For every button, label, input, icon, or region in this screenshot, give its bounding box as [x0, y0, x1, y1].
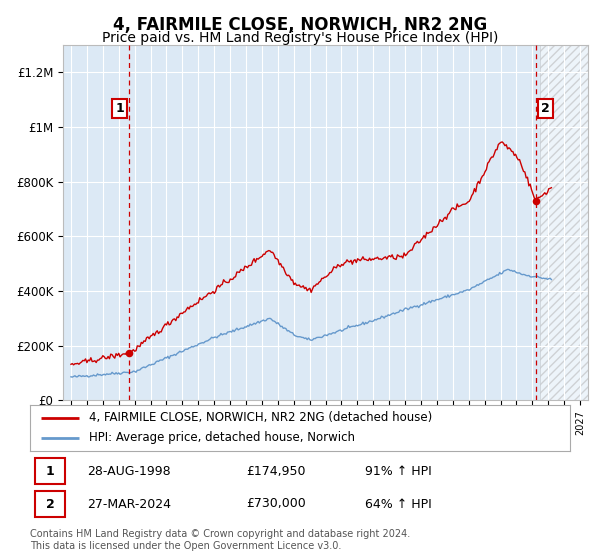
Text: £730,000: £730,000 — [246, 497, 306, 511]
Text: 2: 2 — [541, 102, 550, 115]
Text: 4, FAIRMILE CLOSE, NORWICH, NR2 2NG: 4, FAIRMILE CLOSE, NORWICH, NR2 2NG — [113, 16, 487, 34]
Point — [124, 348, 134, 357]
FancyBboxPatch shape — [35, 491, 65, 517]
Text: 1: 1 — [46, 465, 55, 478]
FancyBboxPatch shape — [35, 458, 65, 484]
Point — [531, 196, 541, 205]
Text: 28-AUG-1998: 28-AUG-1998 — [86, 465, 170, 478]
Text: 4, FAIRMILE CLOSE, NORWICH, NR2 2NG (detached house): 4, FAIRMILE CLOSE, NORWICH, NR2 2NG (det… — [89, 411, 433, 424]
Text: Price paid vs. HM Land Registry's House Price Index (HPI): Price paid vs. HM Land Registry's House … — [102, 31, 498, 45]
Bar — [540, 45, 588, 400]
Text: Contains HM Land Registry data © Crown copyright and database right 2024.
This d: Contains HM Land Registry data © Crown c… — [30, 529, 410, 551]
Text: £174,950: £174,950 — [246, 465, 305, 478]
Text: 1: 1 — [115, 102, 124, 115]
Text: 27-MAR-2024: 27-MAR-2024 — [86, 497, 170, 511]
Text: HPI: Average price, detached house, Norwich: HPI: Average price, detached house, Norw… — [89, 431, 355, 445]
Text: 64% ↑ HPI: 64% ↑ HPI — [365, 497, 431, 511]
Text: 2: 2 — [46, 497, 55, 511]
Text: 91% ↑ HPI: 91% ↑ HPI — [365, 465, 431, 478]
